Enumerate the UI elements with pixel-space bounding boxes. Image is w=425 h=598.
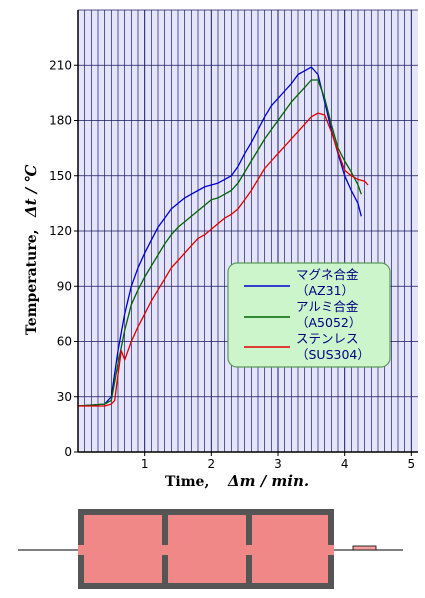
furnace-diagram [18, 509, 403, 589]
legend: マグネ合金 （AZ31） アルミ合金 （A5052） ステンレス （SUS304… [227, 262, 391, 368]
x-tick-label: 5 [408, 457, 416, 471]
y-tick-label: 150 [49, 169, 72, 183]
series-line [77, 66, 362, 407]
axis-layer: 0 30 60 90 120 150 180 210 1 2 3 4 5 [49, 10, 418, 471]
y-tick-label: 210 [49, 58, 72, 72]
y-tick-label: 60 [57, 335, 72, 349]
legend-label: アルミ合金 [296, 299, 359, 314]
legend-label: ステンレス [296, 331, 359, 346]
x-axis-title: Time, Δm / min. [165, 472, 309, 490]
legend-code: （SUS304） [296, 347, 370, 362]
y-tick-label: 90 [57, 279, 72, 293]
furnace-center-band [78, 545, 334, 555]
legend-box [227, 262, 391, 368]
furnace-chamber [84, 555, 162, 583]
x-tick-label: 3 [274, 457, 282, 471]
furnace-chamber [252, 555, 328, 583]
legend-code: （A5052） [296, 315, 361, 330]
furnace-chamber [168, 515, 246, 545]
series-layer [77, 66, 369, 407]
specimen-stand [352, 545, 377, 551]
series-line [78, 112, 369, 407]
y-axis-symbol: Δt / ℃ [22, 165, 40, 218]
y-tick-label: 30 [57, 390, 72, 404]
y-axis-title: Temperature, Δt / ℃ [22, 165, 40, 335]
legend-entry: マグネ合金 （AZ31） [244, 267, 359, 298]
legend-entry: アルミ合金 （A5052） [244, 299, 361, 330]
x-tick-label: 4 [341, 457, 349, 471]
y-tick-label: 180 [49, 114, 72, 128]
x-tick-label: 2 [208, 457, 216, 471]
plot-area [78, 9, 418, 452]
y-tick-label: 0 [64, 445, 72, 459]
furnace-chamber [252, 515, 328, 545]
legend-entry: ステンレス （SUS304） [244, 331, 370, 362]
x-tick-label: 1 [141, 457, 149, 471]
y-axis-label: Temperature, [24, 230, 40, 335]
legend-label: マグネ合金 [296, 267, 359, 282]
x-axis-symbol: Δm / min. [227, 472, 309, 490]
furnace-chamber [84, 515, 162, 545]
series-line [77, 79, 362, 407]
furnace-chamber [168, 555, 246, 583]
y-tick-label: 120 [49, 224, 72, 238]
legend-code: （AZ31） [296, 283, 354, 298]
x-axis-label: Time, [165, 474, 209, 490]
